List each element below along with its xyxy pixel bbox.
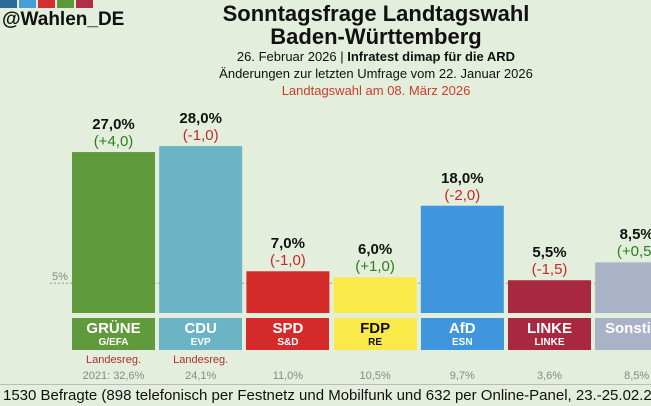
previous-result: 8,5% (624, 370, 650, 382)
eu-group: S&D (277, 337, 299, 348)
value-text: 5,5% (532, 244, 567, 262)
value-label: 8,5%(+0,5) (595, 226, 651, 260)
government-label: Landesreg. (85, 354, 142, 366)
eu-group: ESN (452, 337, 473, 348)
chart-title: Sonntagsfrage Landtagswahl Baden-Württemb… (0, 2, 651, 48)
party-name: LINKE (527, 320, 572, 337)
value-text: 8,5% (619, 226, 651, 244)
previous-result: 3,6% (536, 370, 563, 382)
poll-date: 26. Februar 2026 (236, 49, 337, 64)
institute: Infratest dimap für die ARD (347, 49, 516, 64)
change-text: (-2,0) (444, 186, 481, 204)
party-label-cdu: CDU EVP (159, 318, 243, 350)
previous-result: 10,5% (359, 370, 391, 382)
change-text: (+1,0) (355, 258, 395, 276)
party-name: SPD (272, 320, 304, 337)
logo-square (76, 0, 93, 8)
threshold-label: 5% (52, 271, 68, 283)
election-note: Landtagswahl am 08. März 2026 (281, 83, 471, 98)
title-line-1: Sonntagsfrage Landtagswahl (222, 1, 530, 26)
divider (0, 384, 651, 385)
eu-group: G/EFA (98, 337, 129, 348)
bar-grüne (72, 152, 155, 313)
bar-cdu (159, 146, 243, 313)
logo-square (0, 0, 17, 8)
previous-result: 9,7% (449, 370, 475, 382)
change-text: (-1,0) (269, 252, 306, 270)
value-label: 7,0% (-1,0) (246, 235, 329, 269)
eu-group: RE (368, 337, 383, 348)
party-name: CDU (184, 320, 217, 337)
value-text: 6,0% (357, 241, 393, 259)
previous-result: 24,1% (185, 370, 217, 382)
logo-square (19, 0, 36, 8)
change-text: (+0,5) (616, 243, 651, 261)
party-name: GRÜNE (86, 320, 141, 337)
change-text: (-1,5) (531, 261, 568, 279)
eu-group: EVP (190, 337, 211, 348)
changes-note: Änderungen zur letzten Umfrage vom 22. J… (219, 66, 533, 81)
party-label-afd: AfD ESN (420, 318, 504, 350)
value-text: 27,0% (92, 116, 135, 134)
party-label-fdp: FDP RE (333, 318, 417, 350)
subtitle-date: 26. Februar 2026 | Infratest dimap für d… (236, 49, 516, 64)
bar-linke (508, 280, 591, 313)
footer-note: 1530 Befragte (898 telefonisch per Festn… (3, 387, 651, 404)
value-label: 5,5% (-1,5) (508, 244, 591, 278)
value-text: 7,0% (270, 235, 305, 253)
value-label: 6,0% (+1,0) (334, 241, 417, 275)
value-label: 28,0% (-1,0) (159, 110, 242, 144)
logo-square (38, 0, 55, 8)
party-label-grüne: GRÜNE G/EFA (72, 318, 155, 350)
party-label-sonstige: Sonstige (595, 318, 651, 350)
bar-sonstige (595, 262, 651, 313)
previous-result: 11,0% (272, 370, 304, 382)
bar-spd (246, 271, 330, 313)
value-text: 28,0% (179, 110, 222, 128)
value-label: 18,0% (-2,0) (421, 170, 504, 204)
value-text: 18,0% (441, 169, 484, 187)
party-label-linke: LINKE LINKE (508, 318, 591, 350)
title-line-2: Baden-Württemberg (270, 24, 482, 49)
account-handle: @Wahlen_DE (2, 9, 125, 30)
change-text: (+4,0) (93, 133, 134, 151)
previous-result: 2021: 32,6% (82, 370, 145, 382)
eu-group: LINKE (534, 337, 565, 348)
bar-fdp (333, 277, 417, 313)
party-name: Sonstige (605, 320, 651, 337)
party-name: AfD (448, 320, 476, 337)
bar-afd (420, 205, 504, 313)
party-label-spd: SPD S&D (246, 318, 330, 350)
value-label: 27,0% (+4,0) (72, 116, 155, 150)
government-label: Landesreg. (173, 354, 229, 366)
party-name: FDP (360, 320, 391, 337)
logo-square (57, 0, 74, 8)
change-text: (-1,0) (182, 127, 219, 145)
